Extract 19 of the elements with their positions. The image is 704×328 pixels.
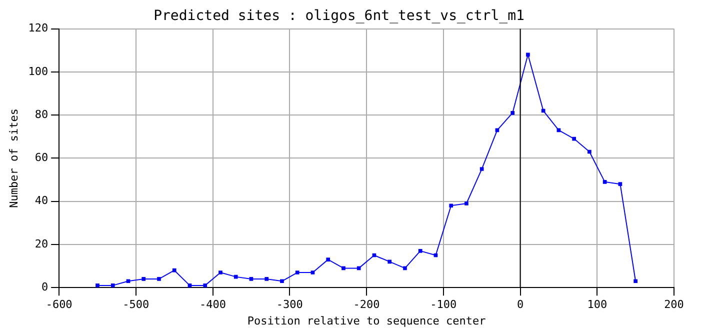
chart-title: Predicted sites : oligos_6nt_test_vs_ctrl_m1	[154, 8, 524, 24]
x-tick-label: -400	[200, 298, 226, 312]
x-tick-label: -500	[122, 298, 150, 312]
y-tick-label: 80	[34, 108, 48, 121]
y-axis-title: Number of sites	[7, 108, 20, 208]
x-tick-label: 100	[587, 298, 608, 312]
y-tick-label: 0	[41, 280, 48, 294]
y-tick-label: 20	[34, 237, 48, 250]
x-tick-label: -600	[46, 298, 72, 312]
x-tick-label: 0	[516, 298, 524, 312]
x-tick-label: -200	[353, 298, 380, 312]
y-tick-label: 100	[28, 64, 48, 78]
x-tick-label: -100	[430, 298, 457, 312]
y-tick-label: 120	[28, 22, 48, 35]
x-tick-label: 200	[664, 298, 684, 312]
x-axis-title: Position relative to sequence center	[247, 314, 486, 328]
y-tick-label: 40	[34, 194, 48, 208]
x-tick-label: -300	[276, 298, 303, 312]
y-tick-label: 60	[34, 151, 48, 164]
